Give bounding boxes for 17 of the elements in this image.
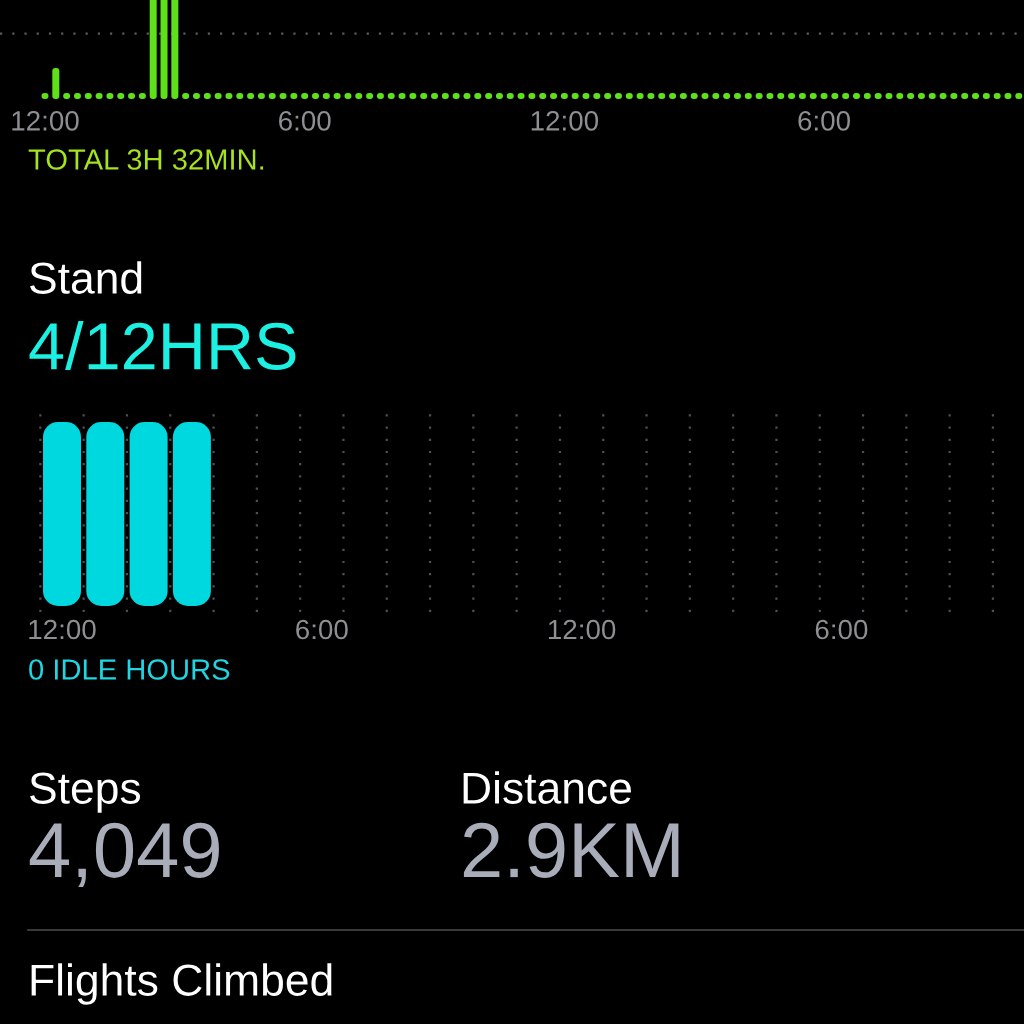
chart-subtitle: 4/12HRS (29, 320, 296, 370)
text: Distance (463, 771, 631, 804)
x-tick-label: 12:00 (12, 110, 79, 131)
text: 0 IDLE HOURS (29, 659, 230, 680)
text: 2.9KM (463, 822, 679, 878)
text: Flights Climbed (31, 963, 332, 1005)
chart-title: Stand (30, 261, 142, 294)
x-tick-label: 12:00 (29, 619, 96, 640)
x-tick-label: 6:00 (798, 110, 850, 131)
x-tick-label: 12:00 (548, 619, 616, 640)
x-tick-label: 6:00 (279, 110, 331, 131)
x-tick-label: 6:00 (296, 619, 348, 640)
x-tick-label: 12:00 (531, 110, 599, 131)
text: 4,049 (29, 822, 219, 888)
x-tick-label: 6:00 (815, 619, 868, 640)
text: Steps (30, 772, 141, 813)
text: TOTAL 3H 32MIN. (28, 149, 264, 170)
